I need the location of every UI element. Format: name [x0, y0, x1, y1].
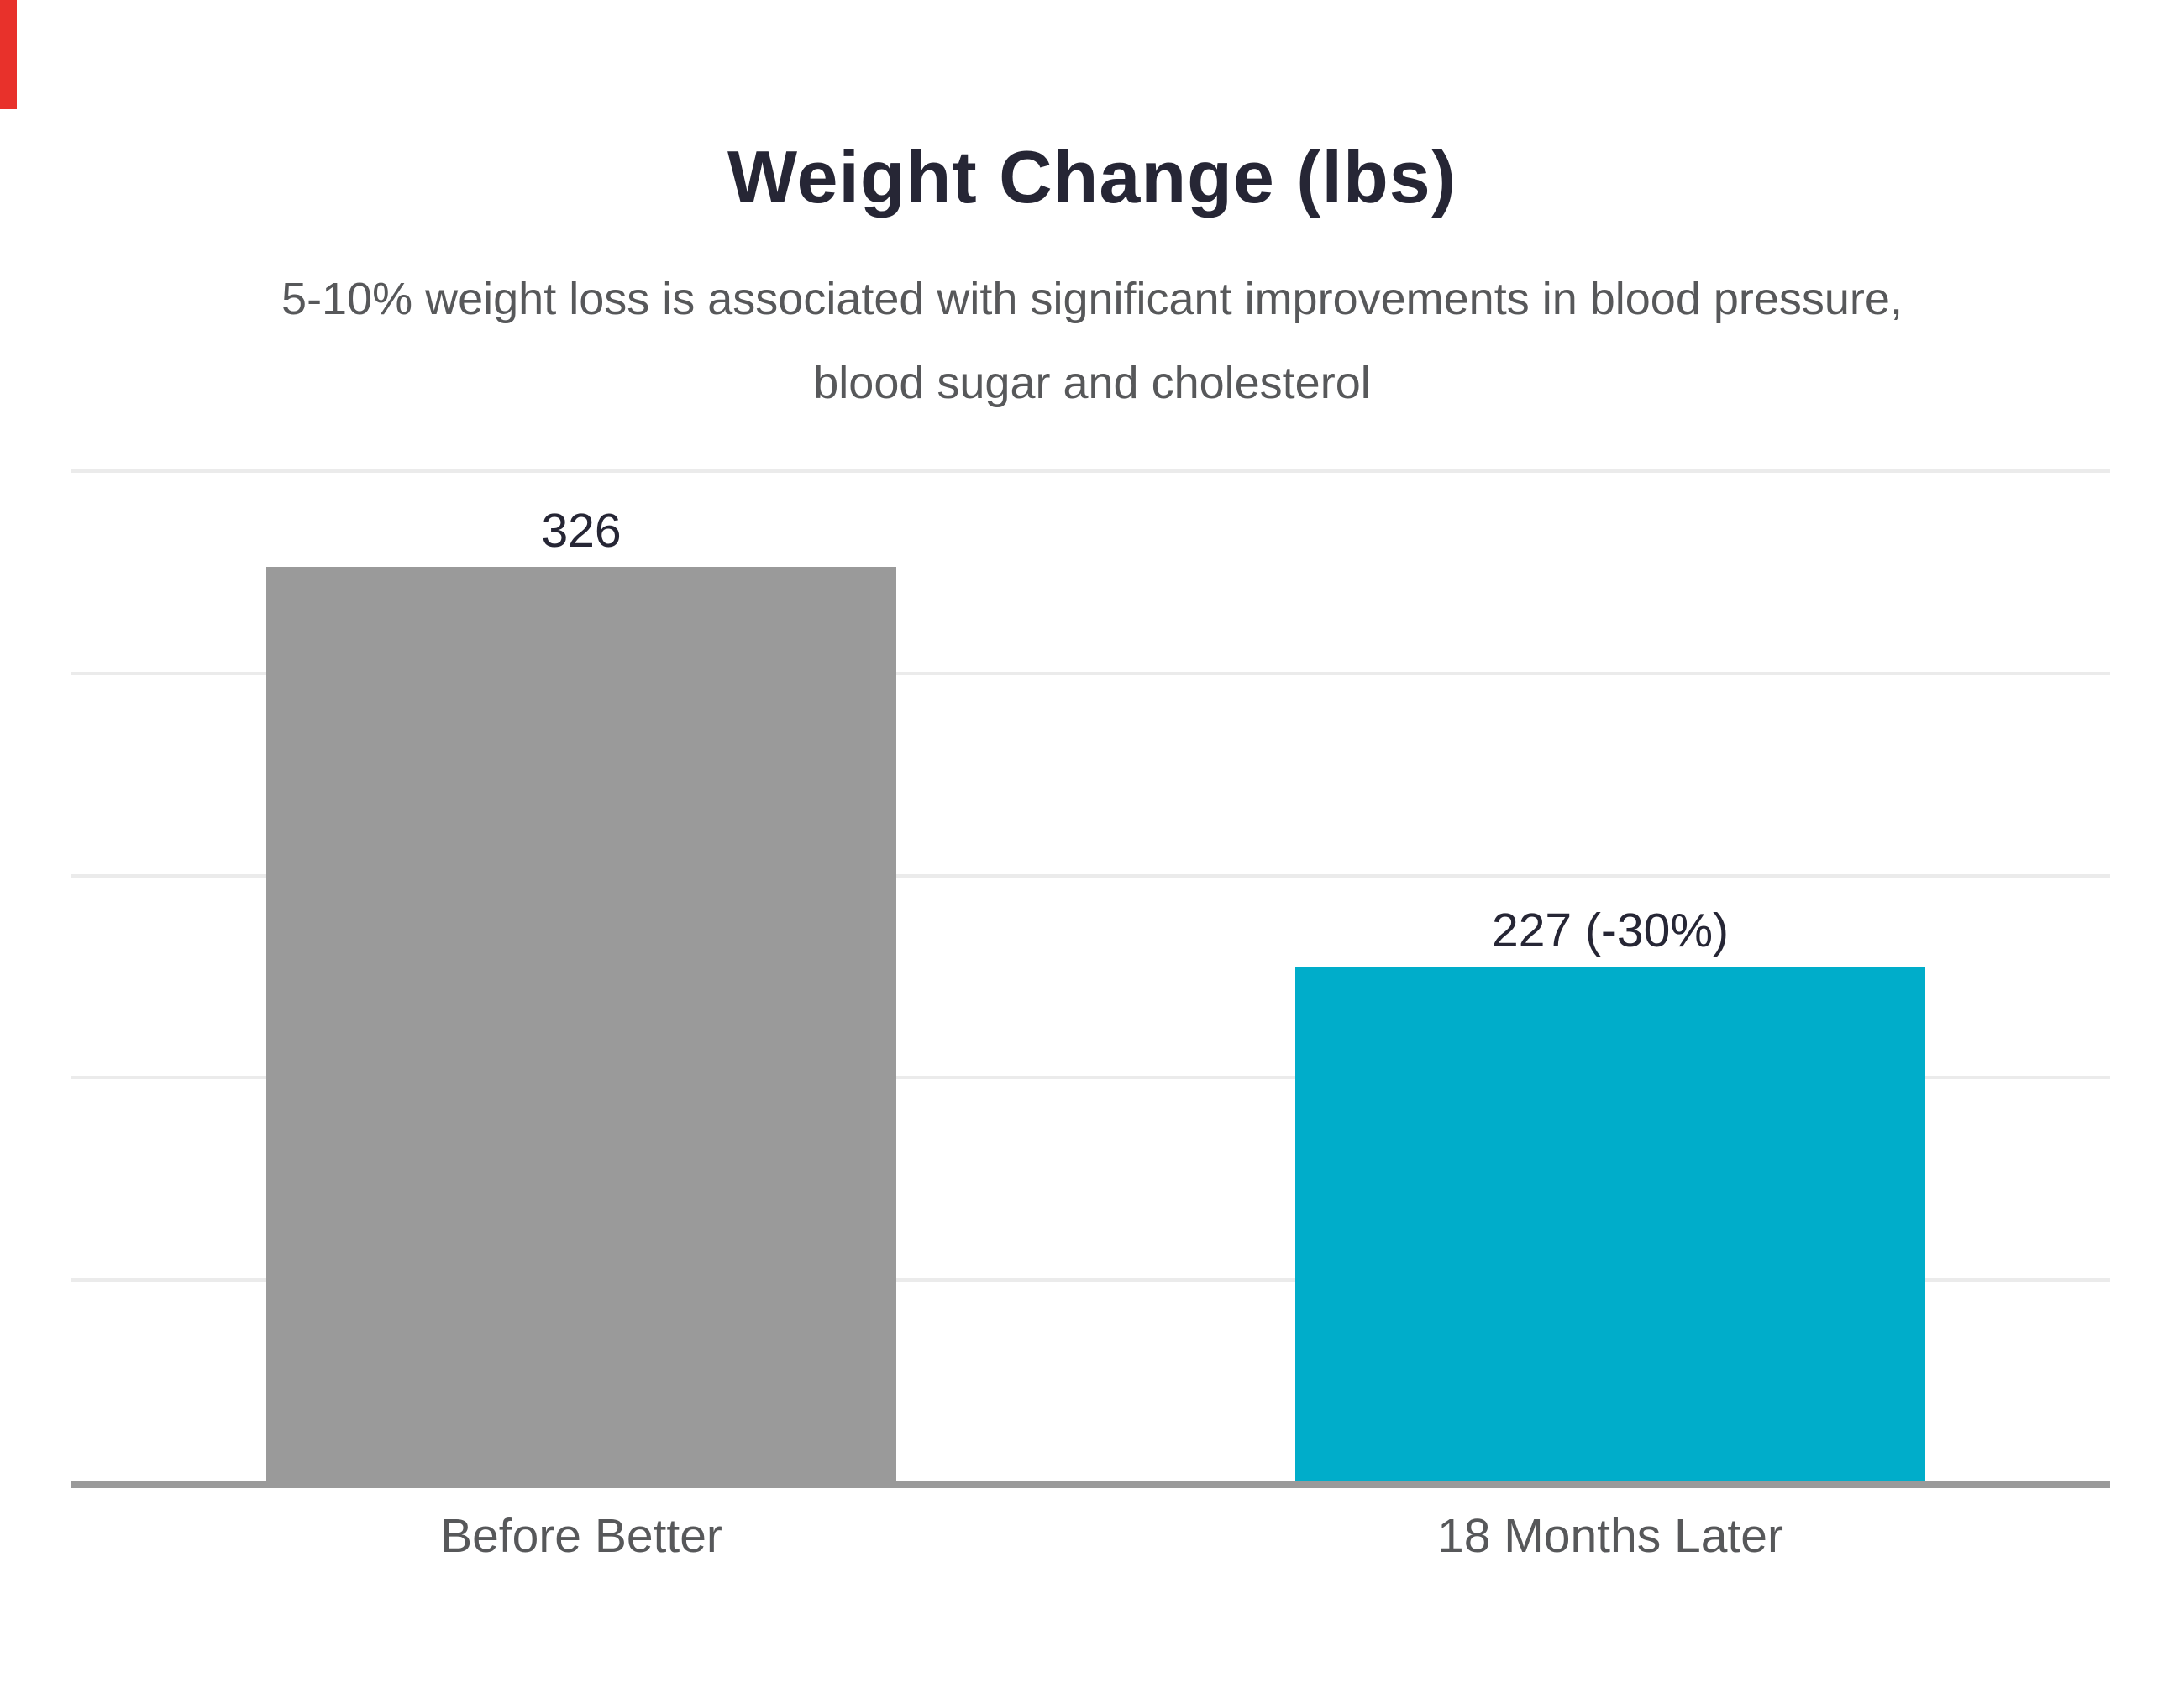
x-axis-baseline: [71, 1481, 2110, 1488]
x-axis-label-before-better: Before Better: [440, 1509, 722, 1563]
chart-title: Weight Change (lbs): [727, 135, 1457, 218]
bar-before-better: [266, 567, 896, 1481]
chart-plot-area: 326 Before Better 227 (-30%) 18 Months Late…: [71, 469, 2110, 1562]
bar-value-label-18-months-later: 227 (-30%): [1492, 904, 1729, 957]
gridline: [71, 1278, 2110, 1282]
bar-18-months-later: [1295, 967, 1925, 1481]
chart-subtitle-line-1: 5-10% weight loss is associated with sig…: [281, 274, 1903, 324]
bar-value-label-before-better: 326: [541, 504, 622, 558]
x-axis-label-18-months-later: 18 Months Later: [1437, 1509, 1783, 1563]
gridline: [71, 874, 2110, 878]
chart-subtitle-line-2: blood sugar and cholesterol: [813, 358, 1371, 408]
gridline: [71, 1076, 2110, 1079]
left-edge-accent-strip: [0, 0, 17, 109]
gridline: [71, 672, 2110, 675]
gridline: [71, 469, 2110, 473]
